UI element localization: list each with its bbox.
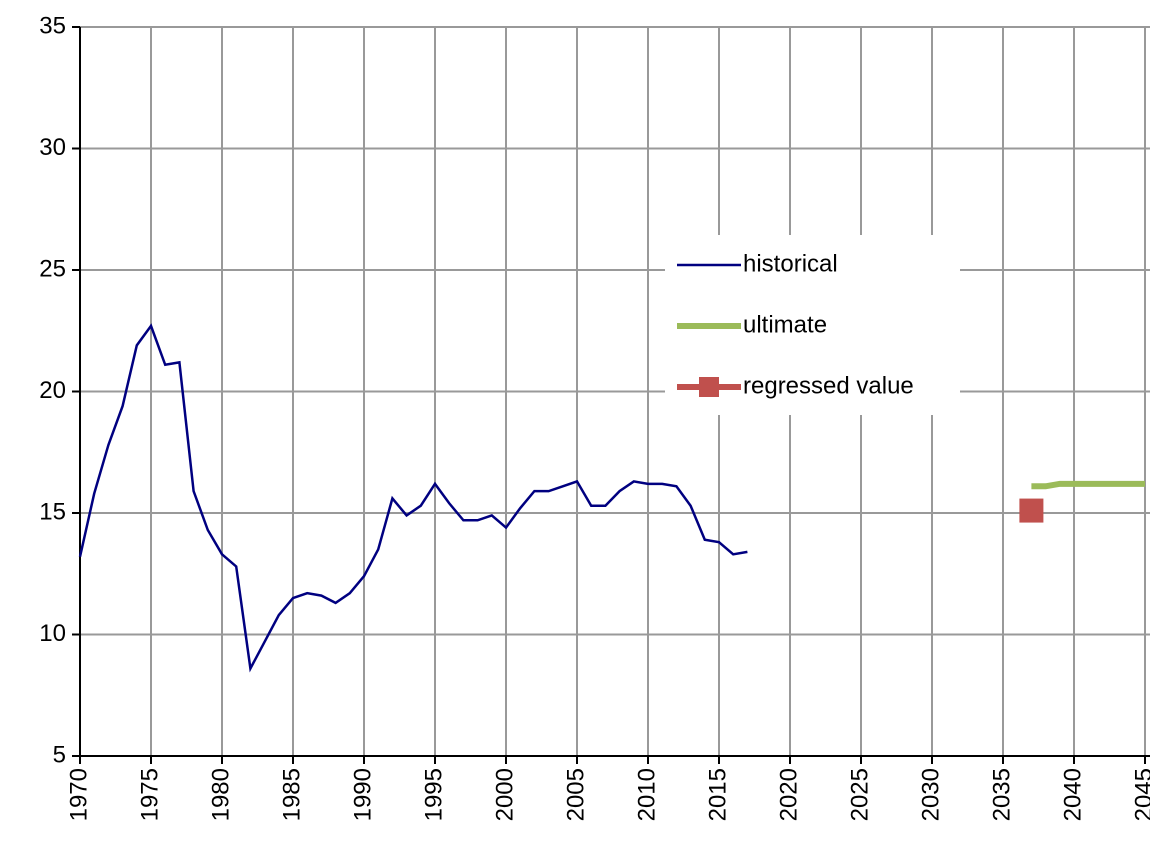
y-tick-label: 30	[39, 134, 66, 161]
x-tick-label: 2010	[633, 768, 660, 821]
point-marker	[1019, 498, 1044, 523]
x-tick-label: 1990	[349, 768, 376, 821]
x-tick-label: 2000	[491, 768, 518, 821]
legend-label: historical	[743, 250, 838, 277]
legend-label: regressed value	[743, 372, 914, 399]
y-tick-label: 25	[39, 255, 66, 282]
x-tick-label: 1970	[65, 768, 92, 821]
x-tick-label: 1985	[278, 768, 305, 821]
legend-label: ultimate	[743, 311, 827, 338]
x-tick-label: 2020	[775, 768, 802, 821]
legend: historical ultimate regressed value	[665, 235, 960, 415]
y-tick-label: 5	[53, 741, 66, 768]
x-tick-label: 2005	[562, 768, 589, 821]
x-tick-label: 2025	[846, 768, 873, 821]
series-line	[78, 323, 748, 673]
x-tick-label: 1975	[136, 768, 163, 821]
x-tick-label: 2030	[917, 768, 944, 821]
x-tick-label: 1995	[420, 768, 447, 821]
x-tick-label: 1980	[207, 768, 234, 821]
x-tick-label: 2015	[704, 768, 731, 821]
x-tick-label: 2040	[1059, 768, 1086, 821]
y-tick-label: 10	[39, 620, 66, 647]
x-tick-label: 2045	[1130, 768, 1150, 821]
legend-marker	[699, 377, 719, 397]
y-tick-label: 20	[39, 377, 66, 404]
y-tick-label: 35	[39, 12, 66, 39]
x-tick-label: 2035	[988, 768, 1015, 821]
y-tick-label: 15	[39, 498, 66, 525]
series-line	[1031, 480, 1145, 490]
